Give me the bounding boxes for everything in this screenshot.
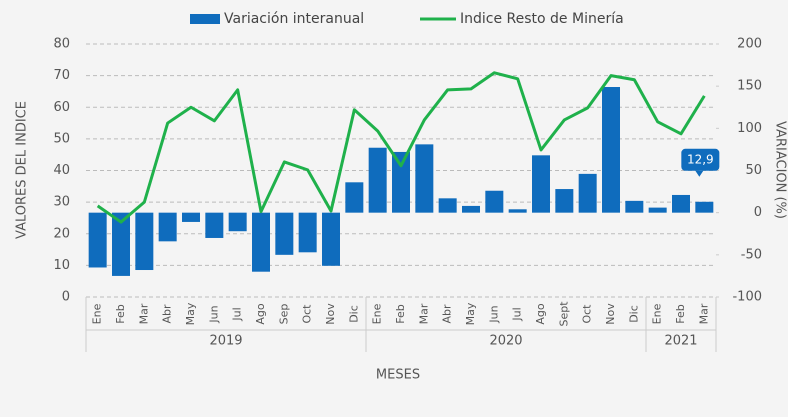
bar xyxy=(205,212,224,238)
bar xyxy=(392,151,410,213)
x-tick-label: Feb xyxy=(674,304,687,323)
bar xyxy=(252,212,270,272)
bar xyxy=(625,200,644,213)
callout xyxy=(681,148,720,171)
bar xyxy=(112,212,130,276)
year-label: 2019 xyxy=(209,334,242,349)
x-tick-label: May xyxy=(464,302,477,325)
y2-tick-label: 100 xyxy=(737,121,762,136)
x-tick-label: Sep xyxy=(277,304,290,325)
x-tick-label: Sept xyxy=(557,301,570,327)
bar xyxy=(135,212,154,271)
x-tick-label: Jun xyxy=(487,305,500,323)
year-label: 2020 xyxy=(489,334,522,349)
y-tick-label: 40 xyxy=(53,163,70,178)
legend-label: Indice Resto de Minería xyxy=(460,11,624,27)
x-tick-label: Mar xyxy=(417,303,430,324)
y2-tick-label: 50 xyxy=(745,163,762,178)
y-tick-label: 60 xyxy=(53,100,70,115)
bar xyxy=(88,212,107,268)
bar xyxy=(438,198,457,213)
legend-swatch xyxy=(190,14,220,24)
y-tick-label: 0 xyxy=(62,290,70,305)
x-tick-label: Dic xyxy=(347,305,360,323)
bar xyxy=(322,212,340,266)
bar xyxy=(555,189,574,213)
y2-tick-label: -100 xyxy=(732,290,762,305)
x-tick-label: Dic xyxy=(627,305,640,323)
bar xyxy=(462,205,480,213)
bar xyxy=(508,209,527,213)
bar xyxy=(485,190,504,213)
legend-label: Variación interanual xyxy=(224,11,364,27)
bar xyxy=(298,212,317,253)
bar xyxy=(275,212,294,255)
y-tick-label: 80 xyxy=(53,37,70,52)
bar xyxy=(158,212,177,242)
line xyxy=(96,71,706,224)
x-tick-label: Jul xyxy=(231,307,244,321)
y-axis-label: VALORES DEL INDICE xyxy=(15,101,30,239)
y2-axis-label: VARIACION (%) xyxy=(773,121,788,219)
x-tick-label: Ene xyxy=(371,303,384,324)
y2-tick-label: -50 xyxy=(741,247,762,262)
x-tick-label: Mar xyxy=(697,303,710,324)
x-tick-label: Abr xyxy=(161,304,174,324)
bar xyxy=(345,182,364,213)
callout-pointer xyxy=(695,170,704,177)
value-label: 12,9 xyxy=(687,152,714,166)
x-axis-label: MESES xyxy=(376,368,420,383)
bar xyxy=(672,194,690,213)
bar xyxy=(368,147,387,213)
y2-tick-label: 150 xyxy=(737,79,762,94)
bar xyxy=(648,207,667,213)
x-tick-label: Nov xyxy=(324,303,337,325)
y2-tick-label: 0 xyxy=(754,205,762,220)
y-tick-label: 30 xyxy=(53,195,70,210)
y-tick-label: 70 xyxy=(53,68,70,83)
y2-tick-label: 200 xyxy=(737,37,762,52)
y-tick-label: 20 xyxy=(53,226,70,241)
x-tick-label: Ago xyxy=(254,303,267,325)
y-tick-label: 50 xyxy=(53,131,70,146)
bar xyxy=(228,212,247,232)
x-tick-label: Feb xyxy=(394,304,407,323)
bar xyxy=(602,87,620,213)
bar xyxy=(695,201,714,213)
bar xyxy=(415,144,434,213)
x-tick-label: May xyxy=(184,302,197,325)
y-tick-label: 10 xyxy=(53,258,70,273)
x-tick-label: Oct xyxy=(581,304,594,324)
x-tick-label: Mar xyxy=(137,303,150,324)
x-tick-label: Feb xyxy=(114,304,127,323)
bar xyxy=(182,212,200,222)
x-tick-label: Abr xyxy=(441,304,454,324)
bar xyxy=(532,155,550,213)
x-tick-label: Jun xyxy=(207,305,220,323)
bar xyxy=(578,173,597,213)
x-tick-label: Oct xyxy=(301,304,314,324)
x-tick-label: Ene xyxy=(651,303,664,324)
x-tick-label: Ago xyxy=(534,303,547,325)
x-tick-label: Ene xyxy=(91,303,104,324)
x-tick-label: Jul xyxy=(511,307,524,321)
year-label: 2021 xyxy=(664,334,697,349)
x-tick-label: Nov xyxy=(604,303,617,325)
